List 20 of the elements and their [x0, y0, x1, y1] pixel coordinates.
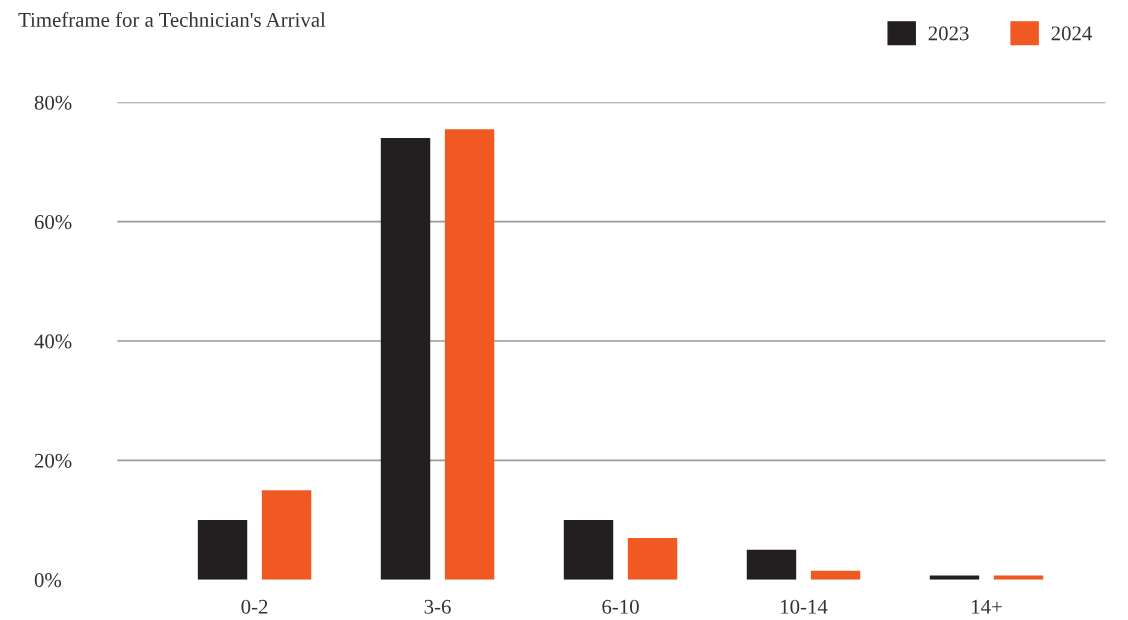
y-tick-label: 80% [34, 95, 72, 110]
x-tick-label: 10-14 [781, 599, 828, 614]
bar [197, 520, 248, 580]
x-tick-label: 6-10 [602, 599, 639, 614]
x-tick-label: 3-6 [424, 599, 451, 614]
bar [627, 537, 678, 580]
y-tick-label: 20% [34, 453, 72, 468]
y-tick-label: 0% [34, 573, 62, 588]
x-tick-label: 0-2 [241, 599, 268, 614]
y-tick-label: 40% [34, 334, 72, 349]
chart-title: Timeframe for a Technician's Arrival [18, 12, 326, 27]
bar [563, 520, 614, 580]
legend-label: 2023 [928, 26, 969, 41]
x-tick-label: 14+ [972, 599, 1002, 614]
y-tick-label: 60% [34, 215, 72, 230]
bar [444, 129, 495, 580]
bar [746, 549, 797, 580]
bar [261, 490, 312, 580]
legend-label: 2024 [1051, 26, 1092, 41]
bar [380, 138, 431, 580]
